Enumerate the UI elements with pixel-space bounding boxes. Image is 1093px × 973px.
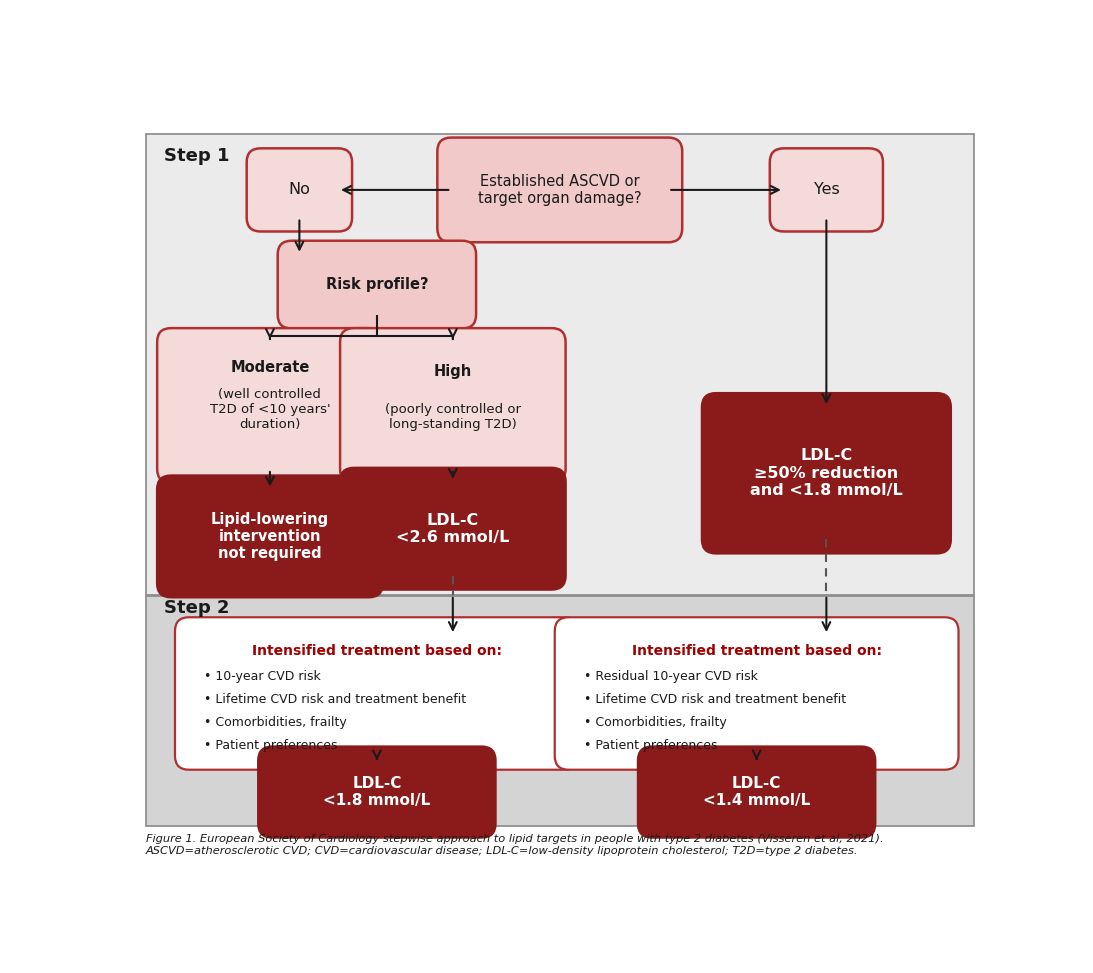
Text: Risk profile?: Risk profile? — [326, 277, 428, 292]
Text: • Comorbidities, frailty: • Comorbidities, frailty — [584, 716, 727, 729]
FancyBboxPatch shape — [146, 596, 974, 826]
FancyBboxPatch shape — [146, 134, 974, 595]
FancyBboxPatch shape — [437, 137, 682, 242]
Text: LDL-C
<1.8 mmol/L: LDL-C <1.8 mmol/L — [324, 775, 431, 809]
FancyBboxPatch shape — [175, 617, 579, 770]
Text: • Lifetime CVD risk and treatment benefit: • Lifetime CVD risk and treatment benefi… — [584, 693, 846, 706]
Text: (poorly controlled or
long-standing T2D): (poorly controlled or long-standing T2D) — [385, 403, 521, 431]
Text: Step 1: Step 1 — [164, 147, 230, 165]
FancyBboxPatch shape — [340, 328, 565, 483]
Text: LDL-C
<2.6 mmol/L: LDL-C <2.6 mmol/L — [396, 513, 509, 545]
Text: (well controlled
T2D of <10 years'
duration): (well controlled T2D of <10 years' durat… — [210, 388, 330, 431]
Text: LDL-C
≥50% reduction
and <1.8 mmol/L: LDL-C ≥50% reduction and <1.8 mmol/L — [750, 449, 903, 498]
FancyBboxPatch shape — [340, 468, 565, 590]
Text: High: High — [434, 364, 472, 379]
Text: • Lifetime CVD risk and treatment benefit: • Lifetime CVD risk and treatment benefi… — [204, 693, 467, 706]
FancyBboxPatch shape — [769, 148, 883, 232]
Text: LDL-C
<1.4 mmol/L: LDL-C <1.4 mmol/L — [703, 775, 810, 809]
Text: • Comorbidities, frailty: • Comorbidities, frailty — [204, 716, 348, 729]
Text: • Patient preferences: • Patient preferences — [584, 739, 718, 752]
Text: Intensified treatment based on:: Intensified treatment based on: — [632, 644, 882, 658]
FancyBboxPatch shape — [555, 617, 959, 770]
Text: Step 2: Step 2 — [164, 599, 230, 617]
FancyBboxPatch shape — [157, 328, 383, 483]
Text: Lipid-lowering
intervention
not required: Lipid-lowering intervention not required — [211, 512, 329, 561]
FancyBboxPatch shape — [258, 746, 495, 838]
Text: Intensified treatment based on:: Intensified treatment based on: — [251, 644, 502, 658]
FancyBboxPatch shape — [702, 393, 951, 554]
Text: • 10-year CVD risk: • 10-year CVD risk — [204, 670, 321, 683]
FancyBboxPatch shape — [247, 148, 352, 232]
Text: No: No — [289, 182, 310, 198]
Text: • Residual 10-year CVD risk: • Residual 10-year CVD risk — [584, 670, 759, 683]
Text: Yes: Yes — [813, 182, 839, 198]
Text: • Patient preferences: • Patient preferences — [204, 739, 338, 752]
Text: Established ASCVD or
target organ damage?: Established ASCVD or target organ damage… — [478, 174, 642, 206]
Text: Moderate: Moderate — [231, 359, 309, 375]
Text: Figure 1. European Society of Cardiology stepwise approach to lipid targets in p: Figure 1. European Society of Cardiology… — [146, 834, 883, 844]
FancyBboxPatch shape — [638, 746, 875, 838]
FancyBboxPatch shape — [157, 476, 383, 597]
Text: ASCVD=atherosclerotic CVD; CVD=cardiovascular disease; LDL-C=low-density lipopro: ASCVD=atherosclerotic CVD; CVD=cardiovas… — [146, 846, 858, 855]
FancyBboxPatch shape — [278, 240, 477, 329]
